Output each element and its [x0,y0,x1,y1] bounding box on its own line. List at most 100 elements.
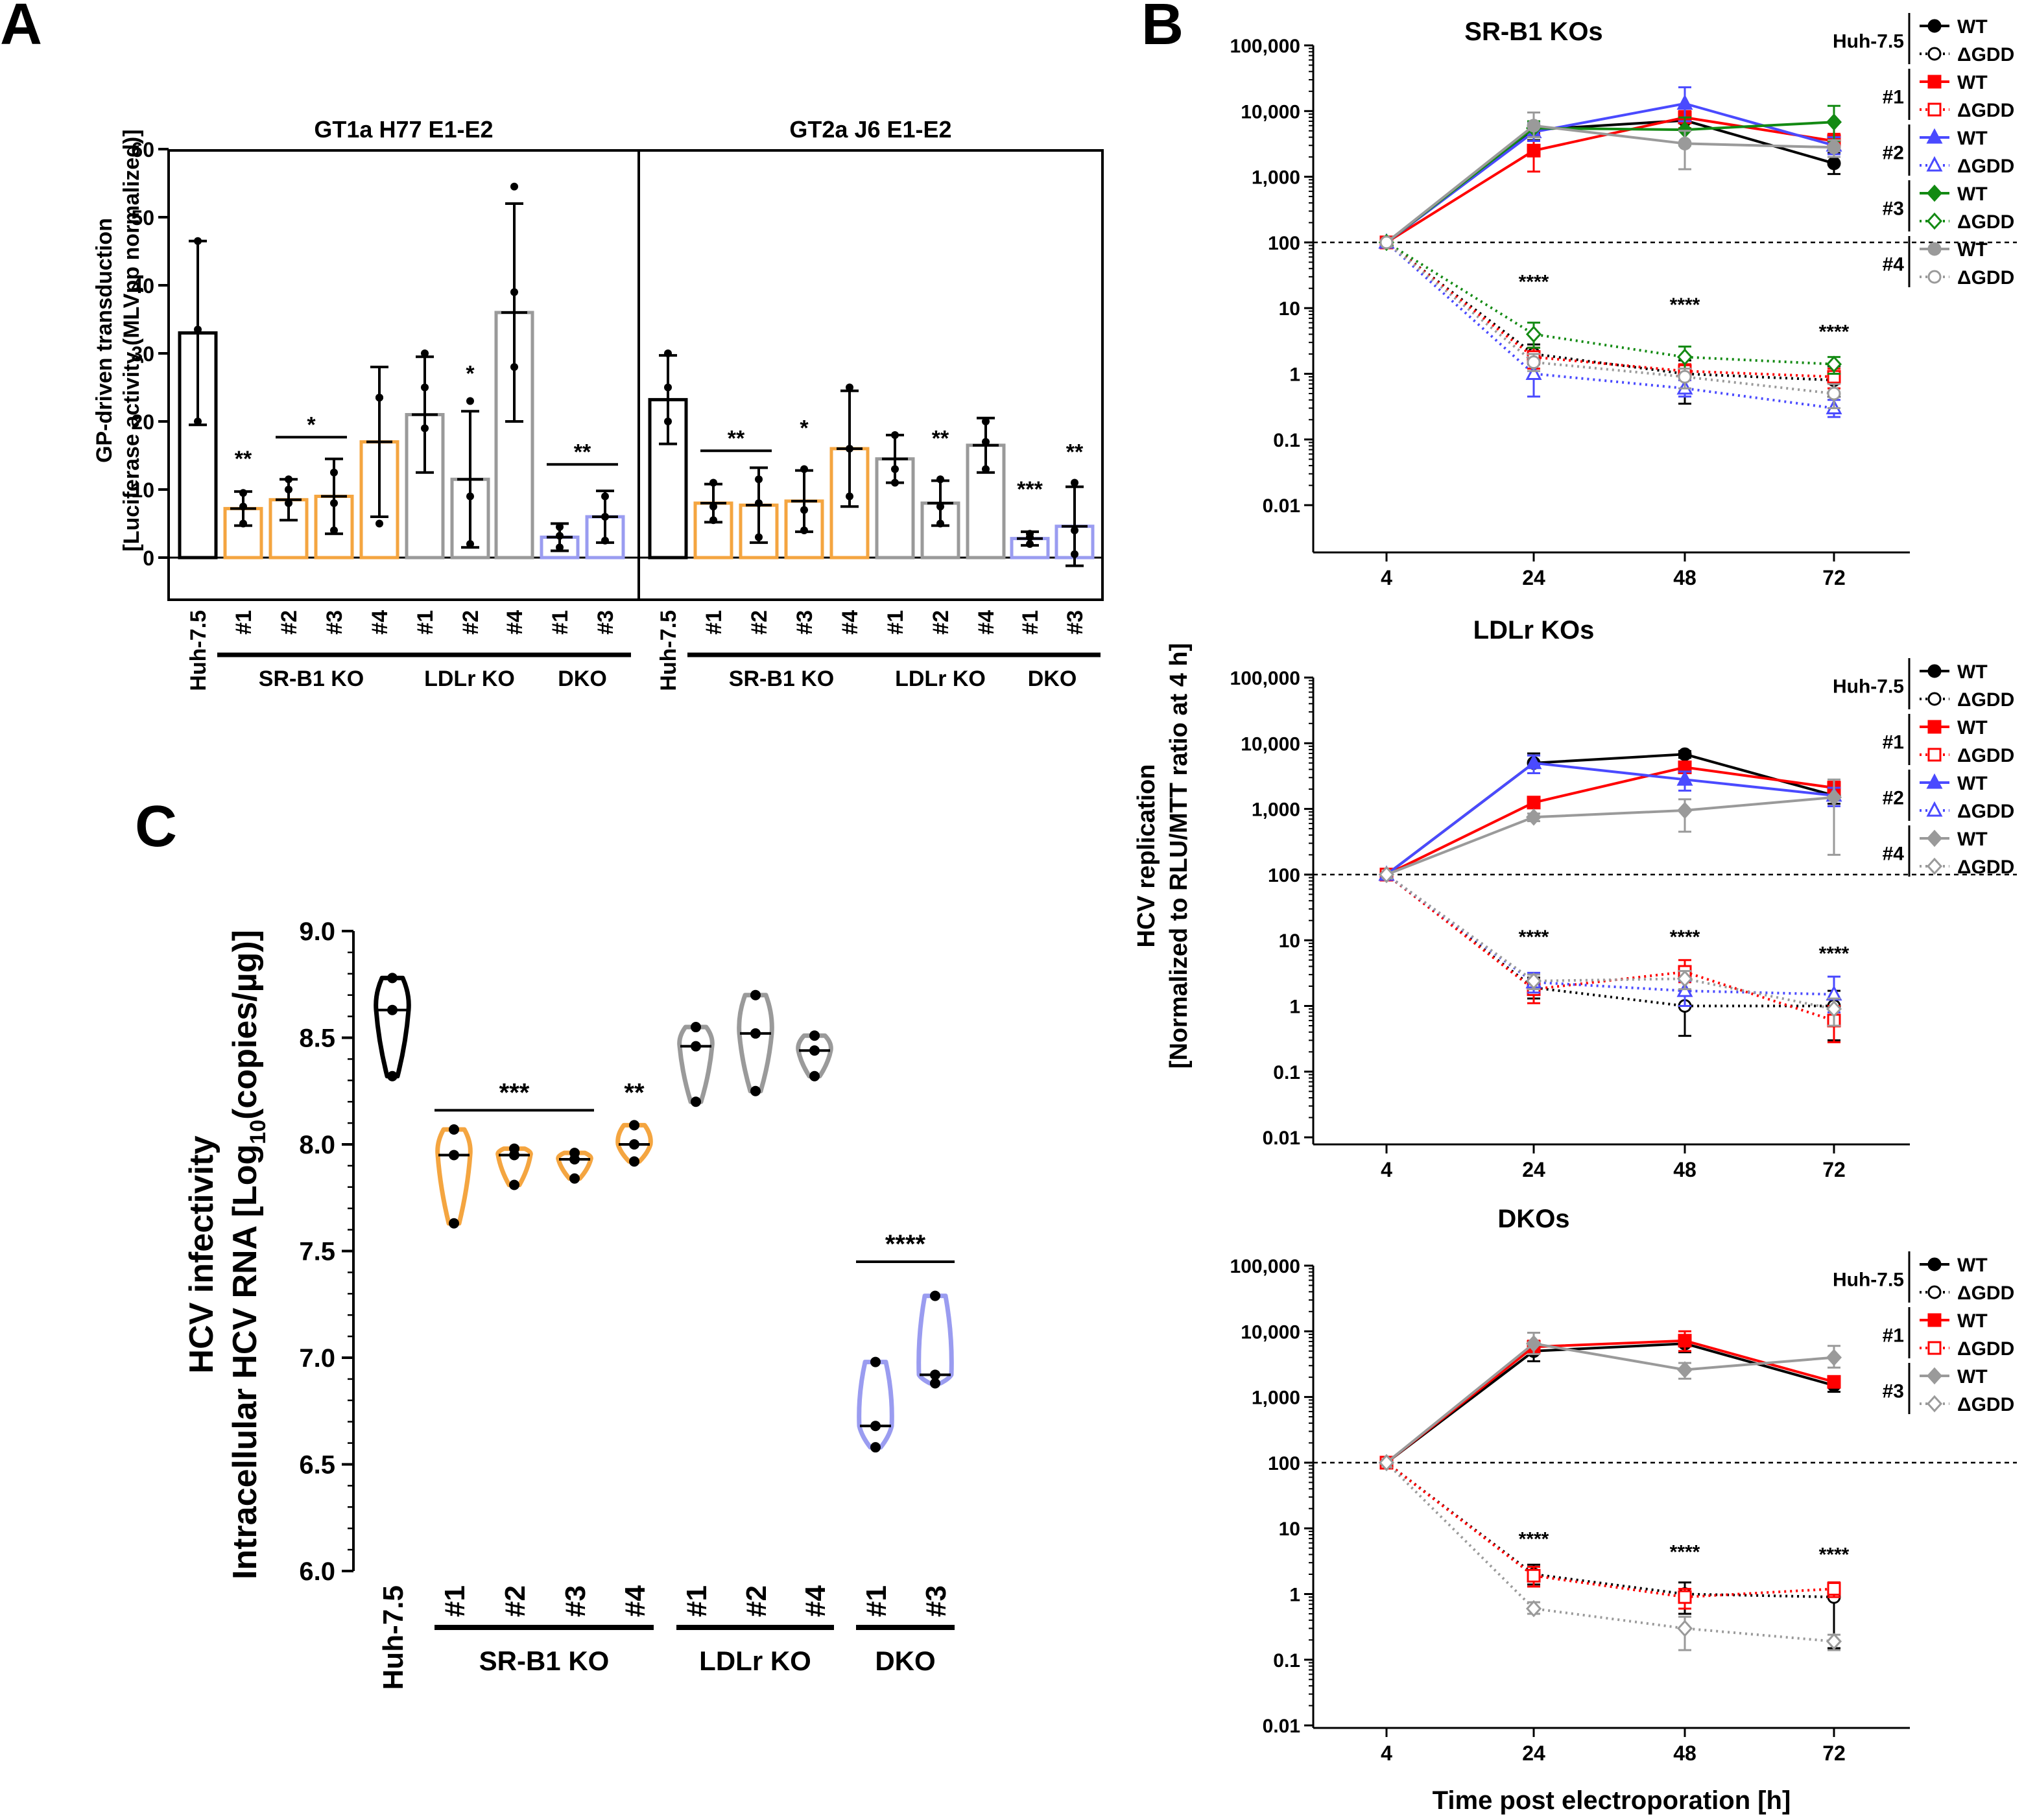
series-line [1385,241,1835,410]
marker-diamond [1525,325,1542,343]
marker-diamond [1525,1600,1542,1618]
data-point [601,536,609,545]
panel-b-line-charts: HCV replication [Normalized to RLU/MTT ra… [1133,13,2017,1815]
x-tick-label: #1 [861,1585,892,1617]
marker-circle [1927,270,1942,284]
marker-square [1927,1341,1942,1355]
data-point [982,438,990,446]
x-tick-label: #4 [974,610,999,635]
x-tick-label: #1 [548,610,573,635]
plot-frame [167,149,640,601]
marker-circle [1827,156,1841,171]
data-point [449,1218,459,1229]
series-line [1386,766,1835,876]
legend-label: WT [1957,717,1988,739]
legend-label: ΔGDD [1957,857,2014,878]
data-point [755,475,763,484]
x-tick-label: #1 [1018,610,1043,635]
y-tick-label: 100,000 [1230,668,1300,689]
marker-diamond [1378,1454,1395,1472]
x-tick-label: 24 [1522,1158,1545,1181]
series-line [1385,1339,1835,1464]
significance-label: **** [1670,294,1700,316]
legend-label: ΔGDD [1957,745,2014,766]
y-tick-label: 1 [1289,1585,1300,1606]
series-line [1385,116,1835,244]
marker-circle [1927,242,1942,256]
data-point [239,489,247,497]
group-label: SR-B1 KO [479,1646,610,1676]
significance-label: **** [1670,927,1700,948]
data-point [800,526,808,534]
x-tick-label: #4 [368,610,392,635]
y-tick-label: 10 [1279,298,1300,320]
marker-square [1927,1313,1942,1327]
marker-diamond [1926,1367,1943,1385]
data-point [421,349,429,357]
data-point [330,499,338,507]
x-tick-label: #4 [800,1585,831,1616]
data-point [1071,479,1078,487]
significance-label: **** [885,1230,926,1259]
data-point [556,523,564,531]
data-point [930,1369,940,1380]
y-axis-label-2: [Luciferase activity (MLVpp normalized)] [119,129,144,551]
data-point [285,499,292,507]
data-point [870,1421,881,1432]
significance-label: ** [624,1078,645,1107]
data-point [569,1173,580,1184]
x-tick-label: #1 [232,610,256,635]
data-point [750,1028,761,1039]
data-point [629,1139,639,1150]
legend-label: ΔGDD [1957,1338,2014,1360]
data-point [846,492,853,501]
marker-circle [1678,747,1692,761]
data-point [569,1148,580,1159]
x-tick-label: #1 [702,610,726,635]
group-label: SR-B1 KO [729,667,834,691]
marker-square [1527,1568,1541,1583]
y-tick-label: 40 [131,274,154,298]
marker-circle [1927,47,1942,61]
y-tick-label: 0.01 [1263,495,1300,517]
violin [374,975,411,1079]
marker-diamond [1826,355,1842,373]
panel-label-c: C [135,794,177,859]
series-line [1385,873,1834,1008]
x-tick-label: 4 [1381,1158,1392,1181]
marker-diamond [1676,348,1693,366]
x-tick-label: 72 [1822,1158,1846,1181]
legend-group-label: #1 [1883,87,1904,108]
series-line [1385,241,1835,382]
legend-group-label: #1 [1883,1325,1904,1347]
x-tick-label: #3 [322,610,347,635]
legend-label: WT [1957,1366,1988,1388]
marker-circle [1927,19,1942,33]
x-tick-label: #2 [741,1585,772,1617]
marker-square [1827,1581,1841,1596]
marker-square [1678,1590,1692,1604]
data-point [809,1045,820,1056]
significance-label: **** [1819,943,1850,965]
data-point [691,1022,701,1033]
legend-label: ΔGDD [1957,267,2014,289]
legend-label: WT [1957,239,1988,261]
y-tick-label: 10 [131,479,154,502]
group-label: DKO [558,667,607,691]
y-tick-label: 100 [1268,865,1300,886]
y-axis-label: HCV replication [1133,764,1160,948]
legend-label: ΔGDD [1957,211,2014,233]
significance-label: * [466,362,475,386]
data-point [194,237,202,245]
marker-diamond [1676,1361,1693,1378]
data-point [330,468,338,477]
legend-label: WT [1957,128,1988,149]
marker-circle [1379,235,1394,250]
data-point [755,499,763,507]
violin [677,1024,715,1104]
x-tick-label: 72 [1822,1742,1846,1765]
y-tick-label: 1 [1289,997,1300,1018]
legend-label: WT [1957,183,1988,205]
x-tick-label: #3 [560,1585,591,1617]
y-tick-label: 100,000 [1230,36,1300,57]
